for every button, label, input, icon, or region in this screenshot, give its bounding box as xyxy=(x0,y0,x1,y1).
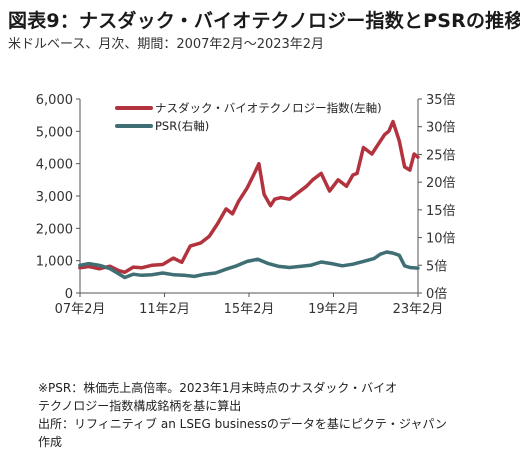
left-tick-label: 4,000 xyxy=(36,158,73,173)
chart-lines xyxy=(78,119,420,280)
x-tick-label: 07年2月 xyxy=(55,302,106,317)
legend-label: PSR(右軸) xyxy=(155,119,209,133)
legend-label: ナスダック・バイオテクノロジー指数(左軸) xyxy=(155,101,382,115)
right-tick-label: 10倍 xyxy=(426,232,456,247)
chart-notes: ※PSR：株価売上高倍率。2023年1月末時点のナスダック・バイオ テクノロジー… xyxy=(38,379,508,451)
right-tick-label: 5倍 xyxy=(426,259,447,274)
note-line-1: ※PSR：株価売上高倍率。2023年1月末時点のナスダック・バイオ xyxy=(38,381,398,395)
right-tick-label: 30倍 xyxy=(426,121,456,136)
x-tick-label: 15年2月 xyxy=(224,302,275,317)
note-line-4: 作成 xyxy=(38,435,63,449)
right-tick-label: 15倍 xyxy=(426,204,456,219)
right-tick-label: 35倍 xyxy=(426,93,456,108)
x-tick-label: 23年2月 xyxy=(393,302,444,317)
left-tick-label: 6,000 xyxy=(36,93,73,108)
left-tick-label: 3,000 xyxy=(36,190,73,205)
note-line-3: 出所：リフィニティブ an LSEG businessのデータを基にピクテ・ジャ… xyxy=(38,417,447,431)
right-tick-label: 25倍 xyxy=(426,148,456,163)
left-tick-label: 5,000 xyxy=(36,125,73,140)
chart-subtitle: 米ドルベース、月次、期間：2007年2月～2023年2月 xyxy=(8,37,325,52)
chart-title: 図表9：ナスダック・バイオテクノロジー指数とPSRの推移 xyxy=(8,10,520,32)
chart-legend: ナスダック・バイオテクノロジー指数(左軸) PSR(右軸) xyxy=(115,101,382,133)
right-tick-label: 0倍 xyxy=(426,287,447,302)
index-series-line xyxy=(78,119,420,275)
x-tick-label: 19年2月 xyxy=(308,302,359,317)
left-tick-label: 1,000 xyxy=(36,255,73,270)
x-tick-label: 11年2月 xyxy=(139,302,190,317)
left-tick-label: 0 xyxy=(65,287,73,302)
chart-axes: 0 1,000 2,000 3,000 4,000 5,000 6,000 0倍 5倍 10倍 15… xyxy=(36,93,456,317)
right-tick-label: 20倍 xyxy=(426,176,456,191)
psr-series-line xyxy=(78,250,420,280)
left-tick-label: 2,000 xyxy=(36,222,73,237)
note-line-2: テクノロジー指数構成銘柄を基に算出 xyxy=(38,399,242,413)
